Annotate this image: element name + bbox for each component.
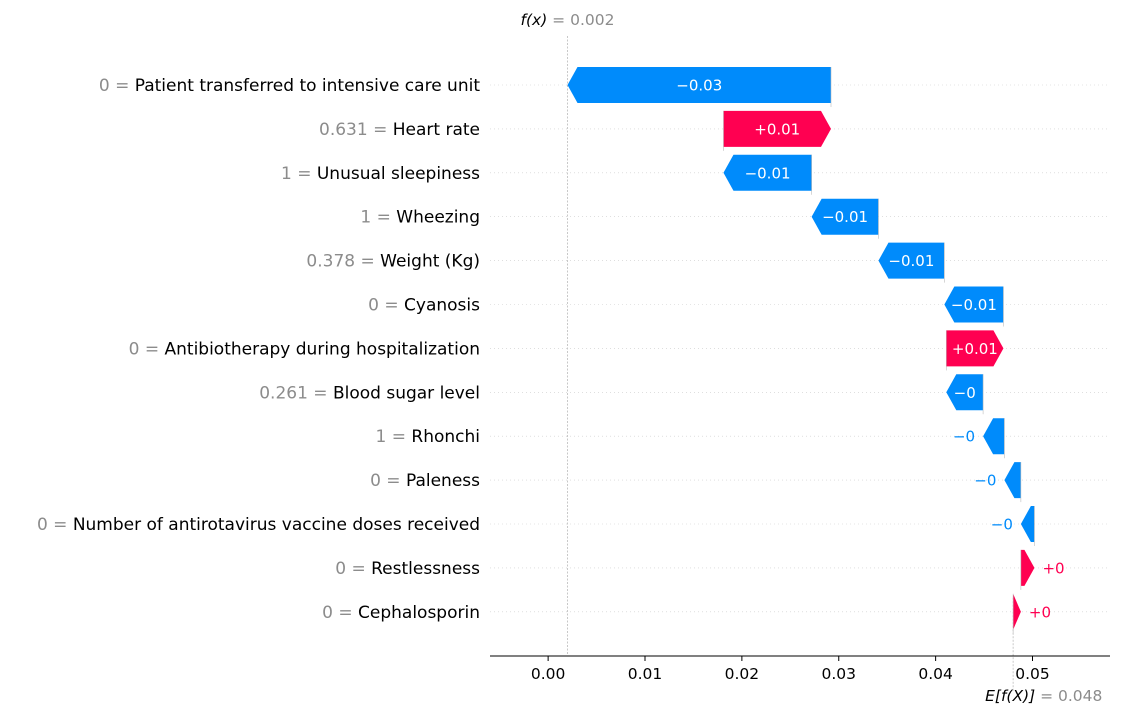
bars-layer: −0.03 +0.01 −0.01 −0.01 −0.01 −0.01 +0.01 −0 −0 −… (567, 67, 1065, 634)
bar-value-label: −0.01 (822, 208, 868, 226)
bar-value-label: −0 (953, 428, 975, 446)
feature-label: 1 = Unusual sleepiness (281, 164, 480, 184)
feature-name: Patient transferred to intensive care un… (135, 76, 481, 96)
feature-name: Number of antirotavirus vaccine doses re… (73, 515, 480, 535)
feature-value: 0 = (37, 515, 73, 535)
bar-negative (567, 67, 831, 103)
expected-annotation: E[f(X)] = 0.048 (985, 687, 1102, 705)
bar-negative (878, 242, 945, 279)
bar-value-label: −0.01 (951, 296, 997, 314)
feature-label: 0.631 = Heart rate (319, 120, 480, 140)
feature-name: Wheezing (396, 208, 480, 228)
x-tick-label: 0.05 (1015, 665, 1050, 683)
feature-name: Unusual sleepiness (317, 164, 480, 184)
feature-label: 1 = Rhonchi (376, 427, 480, 447)
fx-annotation: f(x) = 0.002 (521, 11, 615, 29)
feature-name: Rhonchi (411, 427, 480, 447)
feature-label: 0 = Cyanosis (368, 296, 480, 316)
bar-value-label: −0 (974, 472, 996, 490)
x-tick-label: 0.00 (531, 665, 566, 683)
bar-negative (1020, 506, 1035, 542)
feature-value: 0.378 = (306, 252, 380, 272)
x-tick-label: 0.01 (628, 665, 663, 683)
feature-label: 0 = Patient transferred to intensive car… (99, 76, 480, 96)
feature-label: 0.261 = Blood sugar level (259, 383, 480, 403)
bar-positive (946, 330, 1004, 367)
bar-value-label: +0.01 (952, 340, 998, 358)
feature-name: Antibiotherapy during hospitalization (165, 339, 481, 359)
bar-negative (723, 154, 812, 191)
feature-value: 0.261 = (259, 383, 333, 403)
feature-name: Heart rate (393, 120, 480, 140)
bar-value-label: −0.03 (676, 77, 722, 95)
feature-label: 0 = Restlessness (335, 559, 480, 579)
bar-positive (1020, 549, 1035, 586)
feature-value: 1 = (376, 427, 412, 447)
feature-label: 0 = Number of antirotavirus vaccine dose… (37, 515, 480, 535)
feature-labels: 0 = Patient transferred to intensive car… (37, 76, 480, 623)
bar-positive (723, 110, 831, 147)
x-tick-label: 0.02 (725, 665, 760, 683)
feature-value: 0 = (99, 76, 135, 96)
fx-value: = 0.002 (552, 11, 614, 29)
feature-name: Weight (Kg) (380, 252, 480, 272)
feature-name: Blood sugar level (333, 383, 480, 403)
x-axis: 0.00 0.01 0.02 0.03 0.04 0.05 (490, 655, 1110, 683)
expected-label: E[f(X)] (985, 687, 1040, 705)
feature-value: 1 = (360, 208, 396, 228)
bar-positive (1013, 593, 1021, 630)
feature-name: Cyanosis (404, 296, 480, 316)
bar-negative (1004, 462, 1021, 499)
feature-value: 0.631 = (319, 120, 393, 140)
x-tick-label: 0.03 (821, 665, 856, 683)
bar-value-label: −0 (991, 516, 1013, 534)
expected-value: = 0.048 (1040, 687, 1102, 705)
bar-value-label: +0 (1029, 603, 1051, 621)
bar-value-label: −0 (954, 384, 976, 402)
feature-value: 0 = (322, 603, 358, 623)
feature-label: 1 = Wheezing (360, 208, 480, 228)
fx-label: f(x) (521, 11, 553, 29)
annotations: f(x) = 0.002 E[f(X)] = 0.048 (521, 11, 1103, 705)
x-tick-label: 0.04 (918, 665, 953, 683)
feature-value: 0 = (335, 559, 371, 579)
feature-value: 0 = (129, 339, 165, 359)
feature-value: 0 = (370, 471, 406, 491)
bar-value-label: −0.01 (888, 252, 934, 270)
feature-value: 0 = (368, 296, 404, 316)
bar-negative (946, 374, 984, 411)
bar-negative (944, 286, 1004, 323)
bar-negative (811, 198, 879, 235)
bar-value-label: +0.01 (754, 120, 800, 138)
feature-value: 1 = (281, 164, 317, 184)
feature-name: Paleness (406, 471, 480, 491)
bar-negative (983, 418, 1005, 455)
bar-value-label: +0 (1042, 559, 1064, 577)
feature-name: Cephalosporin (358, 603, 480, 623)
feature-label: 0.378 = Weight (Kg) (306, 252, 480, 272)
feature-label: 0 = Paleness (370, 471, 480, 491)
feature-label: 0 = Cephalosporin (322, 603, 480, 623)
bar-value-label: −0.01 (745, 164, 791, 182)
feature-name: Restlessness (371, 559, 480, 579)
feature-label: 0 = Antibiotherapy during hospitalizatio… (129, 339, 480, 359)
